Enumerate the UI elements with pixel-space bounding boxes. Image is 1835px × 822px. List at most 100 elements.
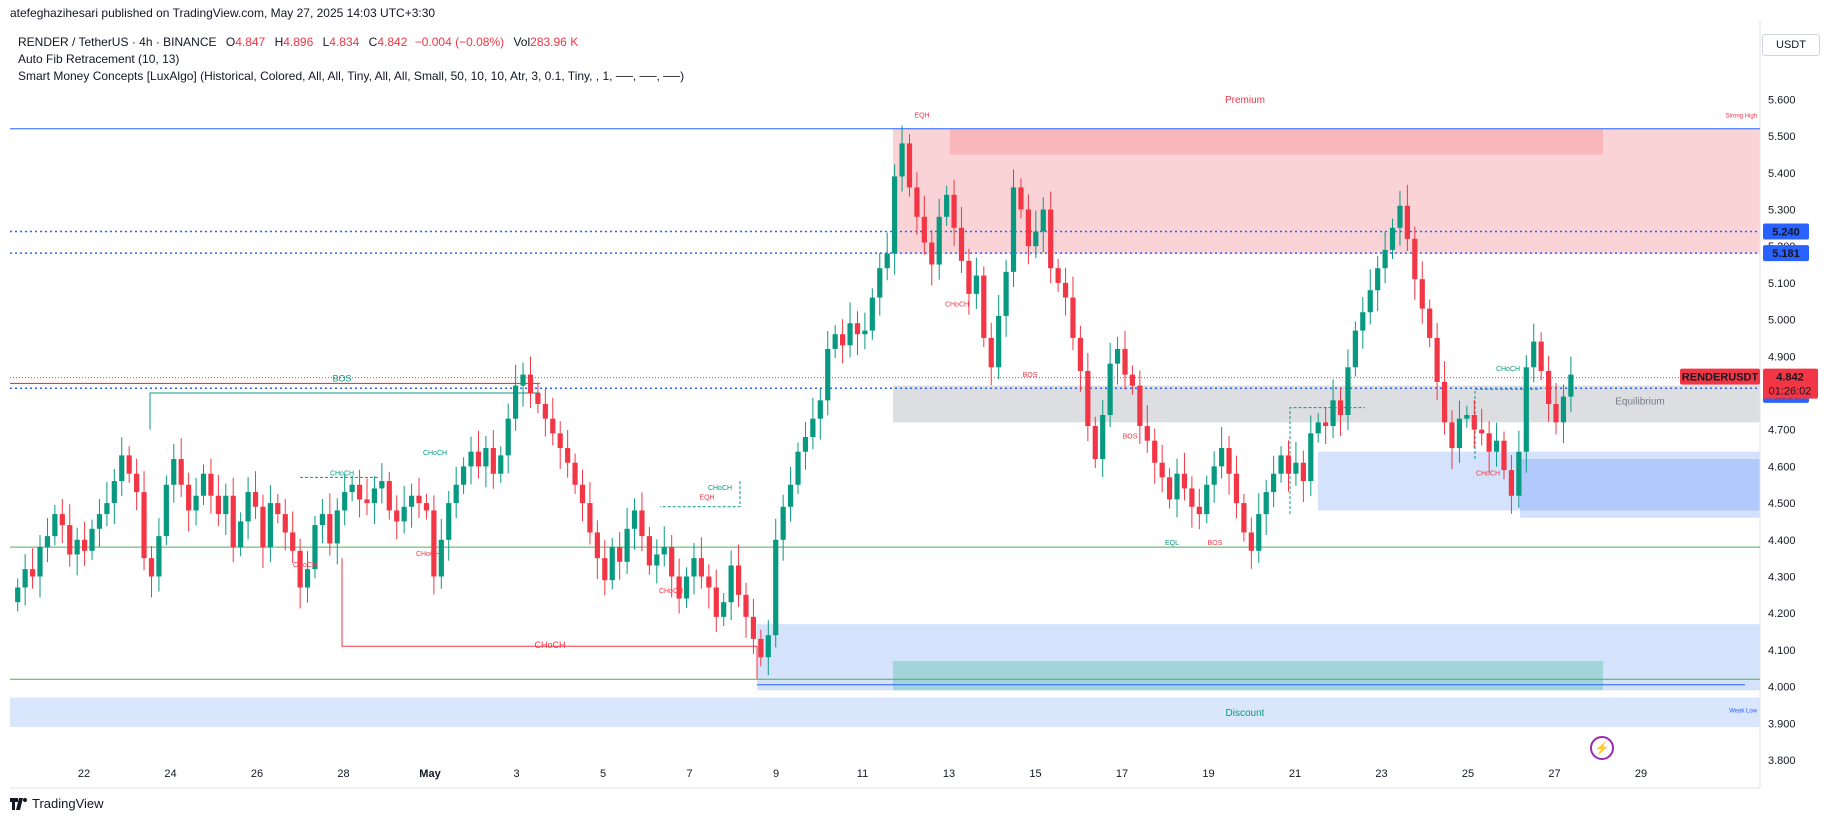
candle-body: [1181, 473, 1188, 489]
x-tick-label: 13: [943, 768, 955, 780]
price-tag: [1763, 223, 1809, 240]
candle-body: [944, 194, 950, 217]
candle-body: [1404, 205, 1410, 239]
candle: [186, 472, 192, 532]
candle-body: [126, 455, 132, 474]
candle-body: [200, 473, 207, 496]
candle: [1159, 444, 1165, 493]
candle-body: [1493, 440, 1500, 452]
close-value: 4.842: [377, 35, 408, 49]
candle: [15, 578, 21, 612]
candle: [178, 438, 184, 497]
candle-body: [156, 536, 162, 577]
candle-body: [706, 576, 712, 588]
candle: [1241, 493, 1247, 542]
candle-body: [468, 451, 474, 467]
candle: [408, 483, 415, 528]
candle: [1419, 261, 1425, 324]
x-tick-label: 25: [1462, 768, 1474, 780]
y-tick-label: 4.700: [1768, 425, 1796, 437]
candle-body: [297, 550, 303, 588]
candle-body: [713, 587, 719, 617]
candle: [1025, 194, 1031, 265]
candle: [468, 436, 474, 485]
candle-body: [1382, 249, 1388, 269]
x-tick-label: May: [419, 768, 441, 780]
candle-body: [1129, 374, 1136, 386]
y-tick-label: 5.400: [1768, 168, 1796, 180]
candle-body: [1077, 337, 1084, 371]
candle: [810, 397, 816, 450]
candle-body: [275, 503, 281, 515]
candle-body: [1323, 422, 1329, 427]
candle-body: [817, 400, 823, 419]
candle: [230, 477, 236, 563]
structure-label: CHoCH: [945, 302, 969, 309]
candle: [163, 475, 169, 546]
candle: [743, 582, 749, 638]
candle: [750, 598, 757, 654]
candle: [1174, 458, 1180, 518]
candle: [892, 164, 898, 275]
candle-body: [260, 506, 266, 548]
candle: [631, 498, 638, 550]
candle: [1389, 218, 1396, 260]
candle: [245, 477, 251, 540]
candle: [260, 494, 266, 569]
candle: [1062, 267, 1069, 316]
candle-body: [1464, 415, 1470, 419]
candle-body: [74, 539, 80, 555]
candle-body: [1033, 231, 1039, 247]
candle-body: [1100, 415, 1106, 460]
candle-body: [208, 473, 214, 496]
candle-body: [1092, 426, 1098, 460]
candle-body: [423, 503, 430, 511]
candle-body: [1360, 312, 1366, 331]
price-axis[interactable]: 5.6005.5005.4005.3005.2005.1005.0004.900…: [1768, 94, 1796, 767]
candle-body: [96, 514, 103, 529]
candle-body: [1211, 466, 1217, 485]
candle-body: [1204, 484, 1210, 515]
candle-body: [119, 455, 125, 482]
legend-symbol-row[interactable]: RENDER / TetherUS · 4h · BINANCE O4.847 …: [18, 35, 579, 49]
time-axis[interactable]: 22 24 26 28 May 3 5 7 9 11 13 15 17 19 21 23 25 27 29: [78, 768, 1647, 780]
price-tag-value: 5.240: [1772, 226, 1800, 238]
candle: [44, 518, 51, 563]
candle: [1449, 410, 1455, 469]
candle: [951, 179, 957, 246]
candle: [906, 134, 913, 197]
candle: [780, 494, 786, 561]
price-tags: 5.2405.1814.8134.795RENDERUSDT4.84201:26…: [1680, 223, 1818, 403]
candle: [349, 475, 355, 502]
currency-button[interactable]: USDT: [1762, 34, 1820, 56]
candle: [1226, 435, 1232, 495]
footer-brand[interactable]: TradingView: [10, 796, 104, 811]
indicator-fib[interactable]: Auto Fib Retracement (10, 13): [18, 52, 180, 66]
smc-zones: [10, 128, 1760, 727]
candle-body: [1233, 473, 1240, 504]
candle-body: [906, 143, 913, 188]
flash-icon[interactable]: ⚡: [1590, 736, 1614, 760]
candle: [787, 466, 794, 522]
candle: [1107, 342, 1113, 428]
indicator-smc[interactable]: Smart Money Concepts [LuxAlgo] (Historic…: [18, 69, 685, 83]
candle: [921, 195, 927, 255]
candle: [111, 468, 117, 525]
candle-body: [141, 492, 147, 559]
candle: [1204, 475, 1210, 524]
candle-body: [832, 334, 838, 349]
candle-body: [304, 569, 311, 588]
candle: [1070, 276, 1076, 351]
structure-lines: [10, 128, 1760, 686]
candle: [691, 543, 697, 595]
candle-body: [59, 514, 65, 526]
candle-body: [104, 503, 110, 515]
candle: [74, 527, 80, 576]
candle: [1501, 431, 1507, 480]
structure-label: CHoCH: [1476, 470, 1500, 477]
candle-body: [252, 492, 259, 507]
candle-body: [505, 418, 511, 456]
candle-body: [847, 323, 853, 346]
y-tick-label: 4.000: [1768, 682, 1796, 694]
